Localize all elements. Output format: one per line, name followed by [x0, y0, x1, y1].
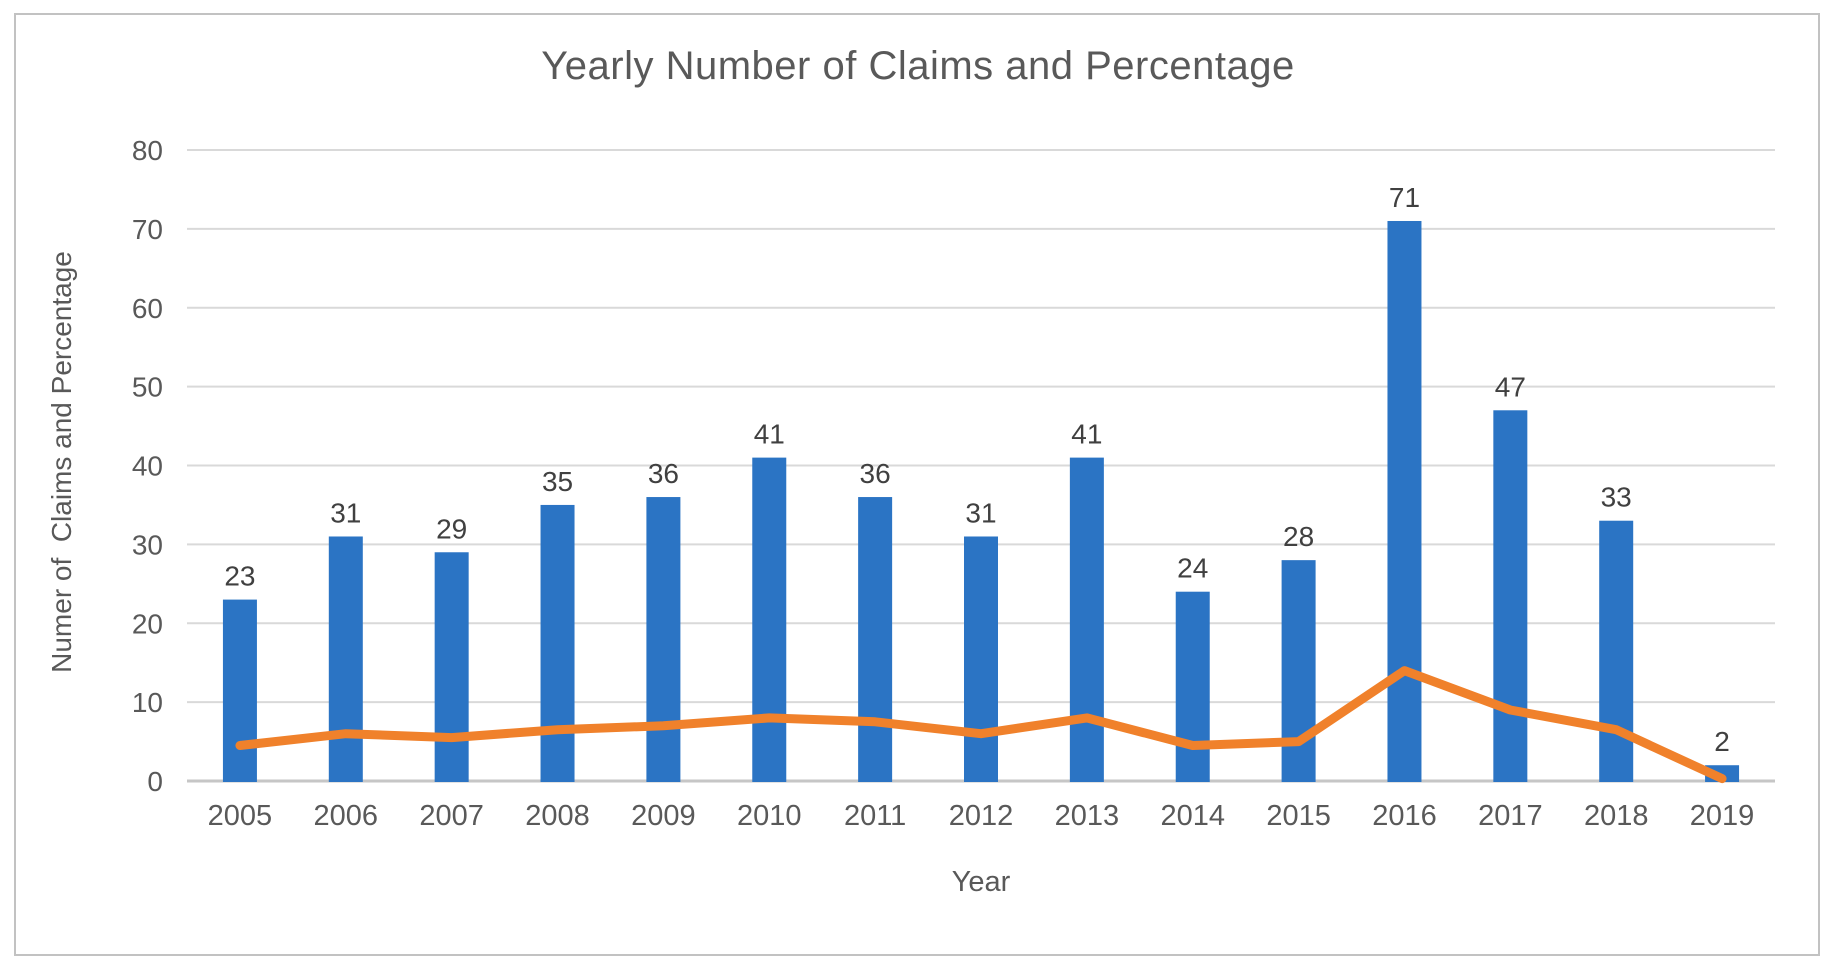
bar-value-label: 41 — [754, 419, 785, 450]
x-tick-label: 2019 — [1690, 800, 1755, 832]
chart-title: Yearly Number of Claims and Percentage — [541, 44, 1295, 88]
percentage-line — [235, 666, 1727, 784]
bar — [222, 599, 257, 782]
y-tick-label: 50 — [132, 372, 163, 403]
bar-value-label: 71 — [1389, 182, 1420, 213]
x-tick-label: 2010 — [737, 800, 802, 832]
y-tick-label: 80 — [132, 135, 163, 166]
bar-value-label: 35 — [542, 466, 573, 497]
bar-value-label: 24 — [1177, 553, 1208, 584]
bar — [752, 457, 787, 782]
bar-value-label: 31 — [965, 497, 996, 528]
bar-value-label: 23 — [224, 561, 255, 592]
y-tick-label: 60 — [132, 293, 163, 324]
bar-value-label: 33 — [1601, 482, 1632, 513]
bar-value-label: 31 — [330, 497, 361, 528]
x-tick-label: 2017 — [1478, 800, 1543, 832]
bar — [540, 504, 575, 782]
x-tick-label: 2016 — [1372, 800, 1437, 832]
bar — [1599, 520, 1634, 782]
bar-value-label: 36 — [860, 458, 891, 489]
bar-value-label: 36 — [648, 458, 679, 489]
bar-value-label: 41 — [1071, 419, 1102, 450]
x-tick-label: 2009 — [631, 800, 696, 832]
bar — [964, 536, 998, 782]
bar — [1069, 457, 1104, 782]
x-axis-title: Year — [951, 866, 1011, 898]
bar — [646, 497, 681, 782]
bar-value-label: 28 — [1283, 521, 1314, 552]
y-tick-label: 40 — [132, 451, 163, 482]
bar-value-label: 47 — [1495, 371, 1526, 402]
x-tick-label: 2012 — [949, 800, 1014, 832]
bar — [1387, 220, 1422, 783]
x-tick-label: 2018 — [1584, 800, 1649, 832]
bar — [328, 536, 363, 782]
x-tick-label: 2011 — [844, 800, 906, 832]
y-tick-label: 10 — [132, 687, 163, 718]
x-tick-label: 2008 — [525, 800, 590, 832]
x-tick-label: 2015 — [1266, 800, 1331, 832]
bar — [1281, 560, 1316, 782]
x-tick-label: 2005 — [208, 800, 273, 832]
x-tick-label: 2007 — [419, 800, 484, 832]
y-tick-label: 0 — [147, 766, 163, 797]
x-tick-label: 2006 — [314, 800, 379, 832]
bar-value-label: 2 — [1714, 726, 1730, 757]
y-tick-label: 20 — [132, 608, 163, 639]
bar — [858, 497, 893, 782]
bar — [1493, 410, 1528, 782]
x-tick-label: 2014 — [1160, 800, 1225, 832]
y-tick-label: 70 — [132, 214, 163, 245]
bar — [1175, 591, 1210, 782]
bar — [434, 552, 469, 782]
x-tick-label: 2013 — [1055, 800, 1120, 832]
bar-value-label: 29 — [436, 513, 467, 544]
y-tick-label: 30 — [132, 529, 163, 560]
